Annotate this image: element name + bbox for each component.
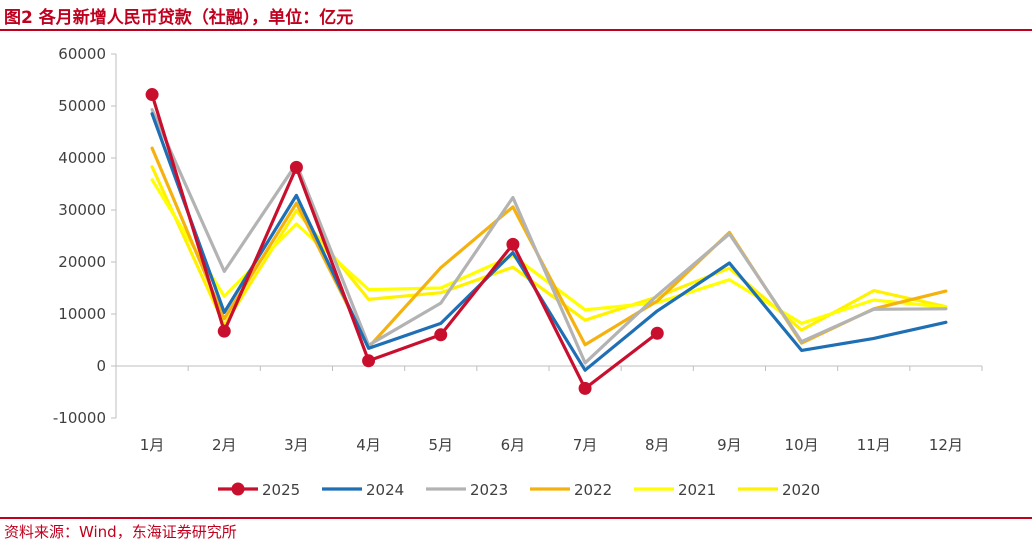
legend-label-2024: 2024 — [366, 481, 404, 499]
data-point-2020 — [584, 319, 587, 322]
data-point-2020 — [151, 165, 154, 168]
data-point-2024 — [800, 349, 803, 352]
series-line-2023 — [150, 107, 948, 365]
y-tick-label: -10000 — [53, 409, 106, 427]
chart-axes: -10000 0 10000 20000 30000 40000 50000 60000 1月 2… — [53, 45, 983, 454]
title-divider — [0, 29, 1032, 31]
data-point-2020 — [872, 289, 875, 292]
chart-legend: 2025 2024 2023 2022 2021 2020 — [218, 481, 820, 499]
data-point-2024 — [511, 251, 514, 254]
data-point-2024 — [151, 112, 154, 115]
data-point-2022 — [656, 300, 659, 303]
data-point-2024 — [656, 309, 659, 312]
data-point-2021 — [439, 287, 442, 290]
data-point-2023 — [511, 196, 514, 199]
x-tick-label: 4月 — [356, 436, 381, 454]
legend-marker-2025 — [231, 482, 245, 496]
data-point-2022 — [223, 317, 226, 320]
legend-label-2020: 2020 — [782, 481, 820, 499]
y-tick-label: 60000 — [58, 45, 106, 63]
data-point-2024 — [584, 369, 587, 372]
chart-title: 图2 各月新增人民币贷款（社融），单位：亿元 — [4, 8, 354, 28]
data-point-2021 — [584, 308, 587, 311]
data-point-2021 — [728, 278, 731, 281]
data-point-2024 — [872, 337, 875, 340]
data-point-2023 — [439, 302, 442, 305]
y-tick-label: 30000 — [58, 201, 106, 219]
data-point-2025 — [650, 326, 664, 340]
data-point-2025 — [289, 160, 303, 174]
data-point-2020 — [511, 266, 514, 269]
data-point-2023 — [944, 307, 947, 310]
x-tick-label: 12月 — [929, 436, 963, 454]
data-point-2022 — [511, 205, 514, 208]
x-tick-label: 3月 — [284, 436, 309, 454]
data-point-2020 — [439, 291, 442, 294]
data-point-2025 — [145, 88, 159, 102]
data-point-2023 — [584, 361, 587, 364]
data-point-2025 — [578, 381, 592, 395]
x-tick-label: 9月 — [717, 436, 742, 454]
data-point-2024 — [223, 311, 226, 314]
y-tick-label: 10000 — [58, 305, 106, 323]
y-tick-label: 20000 — [58, 253, 106, 271]
x-tick-label: 8月 — [645, 436, 670, 454]
data-point-2024 — [439, 322, 442, 325]
legend-label-2022: 2022 — [574, 481, 612, 499]
data-point-2021 — [151, 178, 154, 181]
data-point-2022 — [944, 290, 947, 293]
data-point-2025 — [362, 354, 376, 368]
source-divider — [0, 517, 1032, 519]
data-point-2021 — [872, 298, 875, 301]
data-point-2022 — [584, 343, 587, 346]
data-point-2023 — [800, 340, 803, 343]
x-tick-label: 2月 — [212, 436, 237, 454]
legend-label-2025: 2025 — [262, 481, 300, 499]
x-tick-label: 5月 — [428, 436, 453, 454]
data-point-2020 — [728, 267, 731, 270]
data-point-2020 — [367, 298, 370, 301]
data-point-2024 — [944, 321, 947, 324]
y-tick-label: 0 — [96, 357, 106, 375]
data-point-2023 — [223, 270, 226, 273]
data-point-2022 — [151, 147, 154, 150]
data-point-2024 — [367, 347, 370, 350]
series-line-2024 — [150, 112, 948, 372]
data-point-2023 — [656, 294, 659, 297]
data-point-2023 — [728, 232, 731, 235]
data-point-2025 — [506, 237, 520, 251]
data-point-2021 — [367, 288, 370, 291]
x-tick-label: 6月 — [501, 436, 526, 454]
x-tick-label: 7月 — [573, 436, 598, 454]
data-point-2022 — [295, 202, 298, 205]
data-point-2024 — [728, 262, 731, 265]
data-point-2020 — [800, 329, 803, 332]
legend-label-2023: 2023 — [470, 481, 508, 499]
legend-label-2021: 2021 — [678, 481, 716, 499]
x-tick-label: 1月 — [140, 436, 165, 454]
data-point-2022 — [439, 266, 442, 269]
chart-series — [145, 88, 948, 395]
data-point-2024 — [295, 194, 298, 197]
y-tick-label: 50000 — [58, 97, 106, 115]
data-point-2021 — [223, 295, 226, 298]
series-line-2020 — [150, 165, 948, 332]
data-point-2023 — [872, 308, 875, 311]
data-point-2023 — [151, 108, 154, 111]
source-note: 资料来源：Wind，东海证券研究所 — [4, 523, 237, 541]
data-point-2021 — [800, 322, 803, 325]
series-line-2025 — [150, 92, 659, 390]
data-point-2025 — [217, 324, 231, 338]
data-point-2020 — [295, 209, 298, 212]
x-tick-label: 11月 — [857, 436, 891, 454]
data-point-2021 — [295, 223, 298, 226]
data-point-2025 — [434, 328, 448, 342]
x-tick-label: 10月 — [785, 436, 819, 454]
y-tick-label: 40000 — [58, 149, 106, 167]
